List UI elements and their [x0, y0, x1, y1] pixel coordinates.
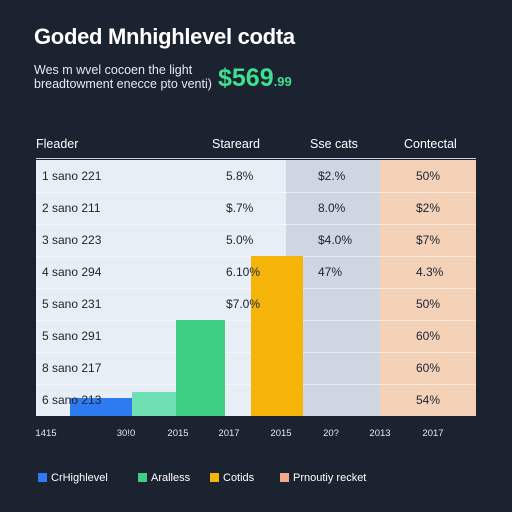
- legend-item-aralless: Aralless: [138, 472, 190, 484]
- cell-sse-cats: 47%: [318, 265, 343, 279]
- header-sse-cats: Sse cats: [310, 137, 358, 151]
- legend-label: Aralless: [151, 472, 191, 484]
- cell-standard: 5.0%: [226, 233, 254, 247]
- cell-contectal: 4.3%: [416, 265, 444, 279]
- cell-contectal: 50%: [416, 169, 441, 183]
- cell-sse-cats: $4.0%: [318, 233, 353, 247]
- chart-subtitle: Wes m wvel cocoen the light breadtowment…: [34, 63, 212, 91]
- row-label: 1 sano 221: [42, 169, 102, 183]
- row-label: 3 sano 223: [42, 233, 102, 247]
- header-stareard: Stareard: [212, 137, 260, 151]
- legend: CrHighlevel Aralless Cotids Prnoutiy rec…: [38, 472, 478, 488]
- cell-sse-cats: 8.0%: [318, 201, 346, 215]
- legend-swatch: [210, 473, 219, 482]
- highlight-main: $569: [218, 64, 274, 92]
- legend-swatch: [138, 473, 147, 482]
- table-header: Fleader Stareard Sse cats Contectal: [36, 133, 476, 153]
- row-label: 8 sano 217: [42, 361, 102, 375]
- bar-aralless: [175, 320, 225, 416]
- header-contectal: Contectal: [404, 137, 457, 151]
- bar-crhighlevel: [69, 398, 132, 416]
- row-label: 6 sano 213: [42, 393, 102, 407]
- row-label: 5 sano 291: [42, 329, 102, 343]
- cell-standard: $.7%: [226, 201, 254, 215]
- cell-standard: 6.10%: [226, 265, 261, 279]
- cell-contectal: 54%: [416, 393, 441, 407]
- cell-contectal: 60%: [416, 361, 441, 375]
- subtitle-line: Wes m wvel cocoen the light: [34, 63, 193, 77]
- subtitle-line: breadtowment enecce pto venti): [34, 77, 212, 91]
- x-tick-label: 2017: [218, 428, 240, 439]
- cell-contectal: 50%: [416, 297, 441, 311]
- x-tick-label: 30!0: [116, 428, 136, 439]
- x-tick-label: 20?: [323, 428, 339, 439]
- row-label: 2 sano 211: [42, 201, 101, 215]
- row-label: 5 sano 231: [42, 297, 102, 311]
- header-divider: [36, 158, 476, 159]
- legend-swatch: [280, 473, 289, 482]
- x-tick-label: 2017: [422, 428, 444, 439]
- x-tick-label: 2015: [270, 428, 292, 439]
- legend-label: Prnoutiy recket: [293, 472, 367, 484]
- cell-contectal: $2%: [416, 201, 441, 215]
- row-divider: [36, 224, 476, 225]
- chart-title: Goded Mnhighlevel codta: [34, 24, 295, 49]
- highlight-value: $569.99: [218, 64, 292, 93]
- highlight-cents: .99: [273, 74, 292, 89]
- x-axis: 1415 30!0 2015 2017 2015 20? 2013 2017: [35, 428, 476, 442]
- cell-sse-cats: $2.%: [318, 169, 346, 183]
- legend-item-prnoutiy-recket: Prnoutiy recket: [280, 472, 366, 484]
- chart-table-area: 1 sano 221 5.8% $2.% 50% 2 sano 211 $.7% 8.0% $…: [36, 160, 476, 416]
- legend-item-cotids: Cotids: [210, 472, 254, 484]
- cell-standard: 5.8%: [226, 169, 254, 183]
- row-divider: [36, 192, 476, 193]
- bar-aralless: [131, 392, 176, 416]
- legend-swatch: [38, 473, 47, 482]
- header-fleader: Fleader: [36, 137, 79, 151]
- x-tick-label: 2013: [369, 428, 391, 439]
- cell-standard: $7.0%: [226, 297, 261, 311]
- legend-label: CrHighlevel: [51, 472, 108, 484]
- bar-cotids: [250, 256, 303, 416]
- row-label: 4 sano 294: [42, 265, 102, 279]
- cell-contectal: $7%: [416, 233, 441, 247]
- x-tick-label: 1415: [35, 428, 57, 439]
- legend-item-crhighlevel: CrHighlevel: [38, 472, 108, 484]
- cell-contectal: 60%: [416, 329, 441, 343]
- x-tick-label: 2015: [167, 428, 189, 439]
- legend-label: Cotids: [223, 472, 255, 484]
